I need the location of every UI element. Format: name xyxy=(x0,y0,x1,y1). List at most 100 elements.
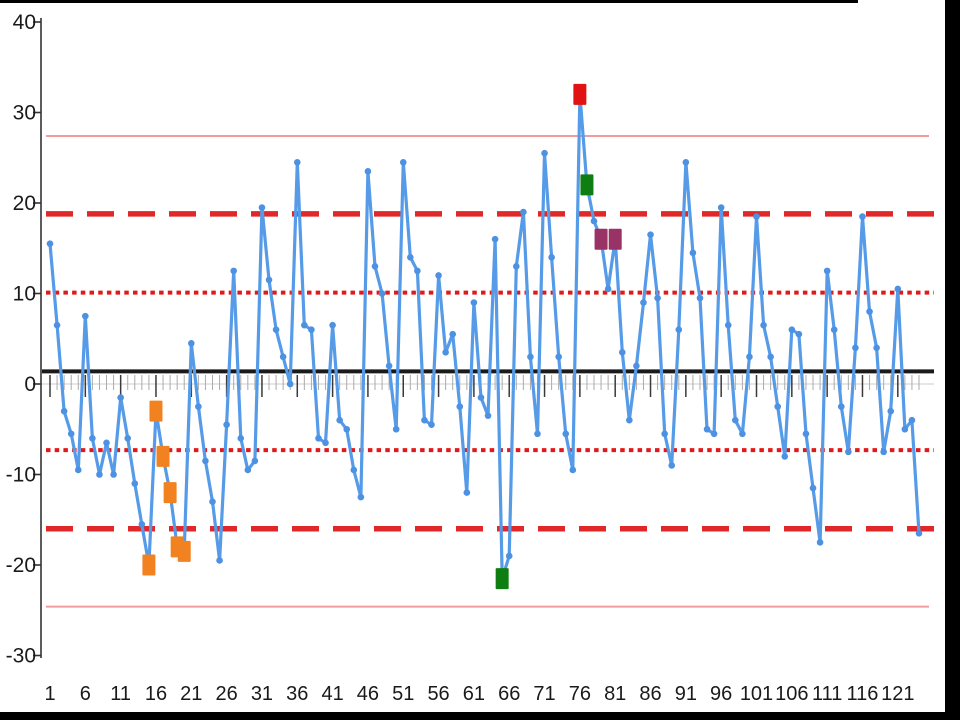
y-tick-label: 10 xyxy=(13,283,36,306)
data-point-dot xyxy=(548,253,555,261)
data-point-dot xyxy=(534,430,541,438)
data-point-dot xyxy=(724,321,732,329)
data-point-dot xyxy=(788,326,796,334)
sigma3-lines xyxy=(46,135,929,608)
data-point-dot xyxy=(301,321,308,329)
data-point-dot xyxy=(315,435,322,442)
data-point-dot xyxy=(527,353,534,361)
x-tick-label: 31 xyxy=(251,683,273,705)
data-point-dot xyxy=(463,489,471,496)
data-point-dot xyxy=(484,412,492,419)
x-axis-labels: 1 6 11 16 21 26 31 36 41 46 51 56 61 66 71 76 81 86 91 96 10… xyxy=(44,683,914,705)
data-point-dot xyxy=(435,272,442,279)
data-point-dot xyxy=(329,321,336,329)
data-point-dot xyxy=(449,330,457,338)
y-tick-label: -20 xyxy=(6,554,36,577)
data-point-dot xyxy=(371,263,379,270)
red-flag-square xyxy=(573,83,587,105)
y-axis: 40 30 20 10 0 -10 -20 -30 xyxy=(6,11,42,668)
x-tick-label: 51 xyxy=(392,683,414,705)
data-point-dot xyxy=(188,339,195,347)
data-point-dot xyxy=(202,457,209,465)
data-point-dot xyxy=(520,208,527,216)
x-tick-label: 116 xyxy=(847,683,879,705)
data-point-dot xyxy=(654,294,661,302)
data-point-dot xyxy=(286,380,294,388)
data-point-dot xyxy=(53,321,61,329)
green-flag-square xyxy=(580,174,594,196)
series-group xyxy=(48,92,921,581)
data-point-dot xyxy=(880,448,887,456)
data-point-dot xyxy=(103,439,110,447)
data-point-dot xyxy=(407,253,414,261)
right-border-bar xyxy=(945,0,960,720)
data-point-dot xyxy=(866,308,873,315)
data-point-dot xyxy=(852,344,859,352)
data-point-dot xyxy=(399,158,407,166)
data-point-dot xyxy=(258,204,266,211)
data-point-dot xyxy=(385,362,393,370)
data-point-dot xyxy=(837,403,845,410)
data-point-dot xyxy=(279,353,287,361)
x-tick-label: 81 xyxy=(604,683,626,705)
data-point-dot xyxy=(569,466,577,474)
data-point-dot xyxy=(357,493,365,501)
x-tick-label: 41 xyxy=(321,683,343,705)
data-point-dot xyxy=(887,407,895,415)
data-point-dot xyxy=(131,480,139,487)
data-point-dot xyxy=(640,299,647,306)
data-point-dot xyxy=(908,416,916,424)
data-point-dot xyxy=(124,435,132,442)
data-point-dot xyxy=(604,285,612,293)
series-line xyxy=(48,92,921,581)
flagged-points xyxy=(142,83,622,590)
data-point-dot xyxy=(590,217,598,225)
data-point-dot xyxy=(647,231,654,238)
data-point-dot xyxy=(110,471,117,478)
data-point-dot xyxy=(89,435,96,442)
x-tick-label: 61 xyxy=(463,683,485,705)
y-tick-label: 40 xyxy=(13,11,36,34)
sigma2-lines xyxy=(46,211,934,532)
data-point-dot xyxy=(661,430,668,438)
data-point-dot xyxy=(795,330,803,338)
data-point-dot xyxy=(830,326,838,334)
data-point-dot xyxy=(541,149,548,157)
data-point-dot xyxy=(350,466,358,474)
data-point-dot xyxy=(675,326,683,334)
data-point-dot xyxy=(710,430,718,438)
data-point-dot xyxy=(74,466,82,474)
data-point-dot xyxy=(230,267,237,275)
data-point-dot xyxy=(562,430,570,438)
data-point-dot xyxy=(336,416,343,424)
data-point-dot xyxy=(265,276,273,284)
data-point-dot xyxy=(894,285,902,293)
orange-flag-square xyxy=(163,482,177,504)
x-tick-label: 6 xyxy=(80,683,91,705)
data-point-dot xyxy=(322,439,329,447)
bottom-border-bar xyxy=(0,712,960,720)
data-point-dot xyxy=(237,435,245,442)
data-point-dot xyxy=(626,416,633,424)
data-point-dot xyxy=(421,416,428,424)
data-point-dot xyxy=(364,168,372,175)
y-tick-label: 0 xyxy=(24,373,36,396)
y-tick-label: -30 xyxy=(6,645,36,668)
data-point-dot xyxy=(392,425,400,433)
data-point-dot xyxy=(244,466,252,474)
data-point-dot xyxy=(343,425,351,433)
data-point-dot xyxy=(816,539,824,546)
data-point-dot xyxy=(767,353,774,361)
x-tick-label: 26 xyxy=(216,683,238,705)
x-tick-label: 46 xyxy=(357,683,379,705)
data-point-dot xyxy=(682,158,690,166)
x-tick-label: 11 xyxy=(110,683,131,705)
x-tick-label: 76 xyxy=(569,683,591,705)
y-tick-label: -10 xyxy=(6,464,36,487)
data-point-dot xyxy=(60,407,68,415)
data-point-dot xyxy=(223,421,230,429)
data-point-dot xyxy=(703,425,711,433)
data-point-dot xyxy=(802,430,810,438)
data-point-dot xyxy=(293,158,301,166)
